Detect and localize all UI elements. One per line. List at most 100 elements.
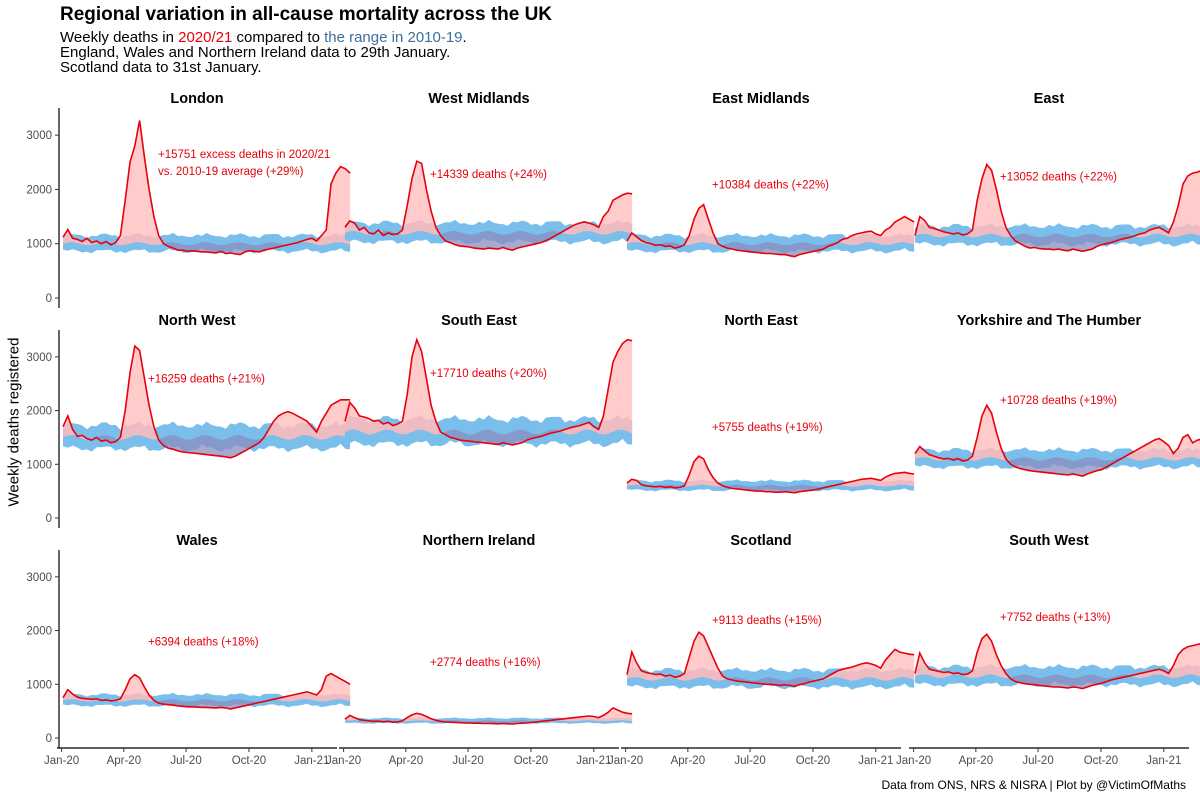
series-line-2020-21 [626, 203, 915, 258]
excess-area [63, 120, 351, 246]
excess-area [915, 164, 1200, 238]
panel-title: East Midlands [712, 91, 810, 107]
excess-annotation: +14339 deaths (+24%) [430, 169, 547, 181]
series-line-2020-21 [62, 344, 351, 459]
excess-annotation: +7752 deaths (+13%) [1000, 612, 1111, 624]
y-tick-label: 0 [46, 513, 52, 525]
excess-area [627, 632, 915, 681]
y-tick-label: 1000 [26, 679, 52, 691]
x-tick-label: Apr-20 [959, 755, 994, 767]
panel-yorkshire-and-the-humber: Yorkshire and The Humber +10728 deaths (+… [914, 313, 1200, 477]
panel-northern-ireland: Northern Ireland +2774 deaths (+16%) Jan-2… [326, 533, 633, 767]
x-tick-label: Apr-20 [671, 755, 706, 767]
subtitle-line-1: Weekly deaths in 2020/21 compared to the… [60, 30, 467, 45]
subtitle-highlight-current: 2020/21 [178, 29, 233, 46]
subtitle-text-a: Weekly deaths in [60, 29, 179, 46]
subtitle-line-3: Scotland data to 31st January. [60, 59, 262, 76]
series-line-2020-21 [62, 672, 351, 710]
panel-scotland: Scotland +9113 deaths (+15%) Jan-20 Apr-20 J… [608, 533, 915, 767]
excess-annotation: +16259 deaths (+21%) [148, 373, 265, 385]
excess-area [915, 405, 1200, 461]
panel-title: North East [724, 313, 797, 329]
x-tick-label: Jul-20 [1022, 755, 1053, 767]
series-line-2020-21 [914, 403, 1200, 477]
x-tick-label: Jan-20 [896, 755, 931, 767]
y-tick-label: 0 [46, 293, 52, 305]
caption: Data from ONS, NRS & NISRA | Plot by @Vi… [881, 778, 1187, 792]
excess-annotation: +5755 deaths (+19%) [712, 422, 823, 434]
panel-north-west: North West +16259 deaths (+21%) 0 1000 2000 3… [26, 313, 351, 528]
panel-title: London [170, 91, 223, 107]
panel-title: South East [441, 313, 517, 329]
y-tick-label: 1000 [26, 459, 52, 471]
panel-title: West Midlands [428, 91, 529, 107]
subtitle-text-b: compared to [232, 29, 325, 46]
x-tick-label: Oct-20 [1084, 755, 1119, 767]
x-tick-label: Jul-20 [452, 755, 483, 767]
excess-area [345, 707, 633, 722]
y-tick-label: 3000 [26, 130, 52, 142]
x-tick-label: Oct-20 [232, 755, 267, 767]
x-tick-label: Oct-20 [514, 755, 549, 767]
x-tick-label: Jan-21 [858, 755, 893, 767]
panel-title: South West [1009, 533, 1089, 549]
panel-title: Scotland [730, 533, 791, 549]
y-tick-label: 3000 [26, 572, 52, 584]
excess-annotation: +15751 excess deaths in 2020/21 [158, 149, 330, 161]
panel-east-midlands: East Midlands +10384 deaths (+22%) [626, 91, 915, 258]
series-line-2020-21 [62, 120, 351, 256]
chart-subtitle: Weekly deaths in 2020/21 compared to the… [60, 30, 467, 75]
panel-title: North West [158, 313, 235, 329]
x-tick-label: Apr-20 [389, 755, 424, 767]
subtitle-text-c: . [462, 29, 467, 46]
x-tick-label: Jan-21 [576, 755, 611, 767]
subtitle-line-2: England, Wales and Northern Ireland data… [60, 44, 451, 61]
x-tick-label: Oct-20 [796, 755, 831, 767]
x-tick-label: Apr-20 [107, 755, 142, 767]
excess-area [345, 339, 633, 435]
panel-title: Wales [176, 533, 217, 549]
x-tick-label: Jan-21 [1146, 755, 1181, 767]
panel-north-east: North East +5755 deaths (+19%) [626, 313, 915, 494]
y-tick-label: 0 [46, 733, 52, 745]
x-tick-label: Jan-20 [608, 755, 643, 767]
panel-east: East +13052 deaths (+22%) [914, 91, 1200, 253]
x-tick-label: Jul-20 [734, 755, 765, 767]
series-line-2020-21 [344, 706, 633, 725]
x-tick-label: Jan-20 [326, 755, 361, 767]
series-line-2020-21 [914, 162, 1200, 253]
excess-area [63, 673, 351, 702]
excess-annotation: +10384 deaths (+22%) [712, 180, 829, 192]
excess-annotation: +2774 deaths (+16%) [430, 657, 541, 669]
x-tick-label: Jul-20 [170, 755, 201, 767]
panel-title: Yorkshire and The Humber [957, 313, 1142, 329]
excess-annotation: +6394 deaths (+18%) [148, 636, 259, 648]
excess-annotation: +9113 deaths (+15%) [712, 615, 822, 627]
panel-london: London +15751 excess deaths in 2020/21 vs.… [26, 91, 351, 308]
excess-annotation: +10728 deaths (+19%) [1000, 395, 1117, 407]
y-tick-label: 1000 [26, 239, 52, 251]
chart-title: Regional variation in all-cause mortalit… [60, 4, 553, 25]
panel-south-east: South East +17710 deaths (+20%) [344, 313, 633, 448]
excess-area [627, 204, 915, 246]
y-tick-label: 2000 [26, 626, 52, 638]
excess-annotation: vs. 2010-19 average (+29%) [158, 166, 304, 178]
y-tick-label: 2000 [26, 184, 52, 196]
excess-annotation: +17710 deaths (+20%) [430, 368, 547, 380]
panel-wales: Wales +6394 deaths (+18%) 0 1000 2000 3000 Jan… [26, 533, 351, 767]
panel-title: East [1034, 91, 1065, 107]
excess-area [915, 634, 1200, 679]
excess-annotation: +13052 deaths (+22%) [1000, 172, 1117, 184]
series-line-2020-21 [626, 630, 915, 688]
series-line-2020-21 [914, 633, 1200, 690]
y-tick-label: 2000 [26, 406, 52, 418]
x-tick-label: Jan-21 [294, 755, 329, 767]
panel-south-west: South West +7752 deaths (+13%) Jan-20 Apr-2… [896, 533, 1200, 767]
subtitle-highlight-range: the range in 2010-19 [324, 29, 463, 46]
excess-area [345, 161, 633, 235]
excess-area [627, 456, 915, 487]
series-line-2020-21 [344, 337, 633, 446]
series-line-2020-21 [344, 160, 633, 252]
panel-west-midlands: West Midlands +14339 deaths (+24%) [344, 91, 633, 252]
